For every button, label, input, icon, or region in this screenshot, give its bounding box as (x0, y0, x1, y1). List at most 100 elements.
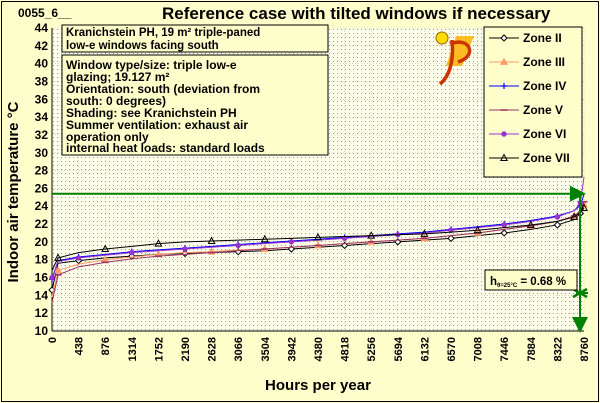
legend-label: Zone IV (523, 79, 566, 93)
y-tick-label: 14 (35, 288, 49, 302)
legend: Zone II Zone III Zone IV Zone V Zone VI Zone … (483, 26, 583, 178)
series-point (394, 238, 402, 246)
info-detail-line: glazing; 19.127 m² (66, 70, 169, 84)
y-tick-label: 12 (35, 306, 49, 320)
x-tick-label: 7008 (473, 337, 485, 361)
x-tick-label: 3504 (260, 336, 272, 361)
legend-marker (500, 34, 508, 42)
x-tick-label: 8760 (579, 337, 591, 361)
x-tick-label: 6132 (419, 337, 431, 361)
series-point (260, 234, 269, 243)
y-tick-label: 20 (35, 235, 49, 249)
legend-label: Zone III (523, 55, 565, 69)
info-title-line: Kranichstein PH, 19 m² triple-paned (66, 27, 260, 39)
y-tick-label: 22 (35, 217, 49, 231)
x-tick-label: 4818 (340, 337, 352, 361)
series-point (579, 203, 589, 212)
x-tick-label: 1752 (153, 337, 165, 361)
info-detail-line: Window type/size: triple low-e (66, 58, 237, 72)
legend-entry: Zone VI (489, 127, 566, 141)
legend-entry: Zone II (489, 31, 562, 45)
legend-entry: Zone VII (489, 151, 570, 165)
series-point (54, 266, 62, 274)
x-axis-label: Hours per year (265, 377, 371, 394)
legend-entry: Zone V (489, 103, 563, 117)
y-tick-label: 30 (35, 146, 49, 160)
x-tick-label: 7884 (526, 336, 538, 361)
legend-marker (501, 131, 507, 137)
y-tick-label: 16 (35, 271, 49, 285)
x-tick-label: 8322 (552, 337, 564, 361)
y-tick-label: 28 (35, 164, 49, 178)
info-detail-line: internal heat loads: standard loads (66, 141, 265, 155)
exceedance-annotation: hθ=25°C = 0.68 % (484, 269, 578, 291)
series-point (500, 229, 508, 237)
chart-title: Reference case with tilted windows if ne… (162, 4, 551, 23)
legend-marker (500, 57, 508, 65)
x-tick-label: 438 (74, 337, 86, 355)
legend-label: Zone VI (523, 127, 566, 141)
y-tick-label: 40 (35, 57, 49, 71)
series-point (101, 244, 110, 253)
series-point (313, 232, 323, 241)
series-line (51, 206, 585, 291)
y-tick-label: 44 (35, 21, 49, 35)
series-point (501, 222, 507, 228)
series-point (129, 249, 135, 256)
x-tick-label: 6570 (446, 337, 458, 361)
y-tick-label: 34 (35, 110, 49, 124)
annotation-h: h (490, 276, 497, 288)
series-point (75, 255, 82, 261)
series-point (182, 246, 188, 252)
annotation-value: = 0.68 % (517, 276, 566, 288)
x-tick-label: 3066 (233, 337, 245, 361)
series-point (570, 212, 579, 220)
y-tick-label: 18 (35, 253, 49, 267)
series-line (51, 201, 585, 303)
series-point (340, 241, 349, 250)
y-tick-label: 36 (35, 92, 49, 106)
legend-label: Zone V (523, 103, 563, 117)
legend-label: Zone II (523, 31, 562, 45)
info-detail-line: Orientation: south (deviation from (66, 82, 260, 96)
legend-entry: Zone IV (489, 79, 566, 93)
series-point (554, 214, 561, 220)
x-tick-label: 2190 (180, 337, 192, 361)
series-point (288, 239, 295, 245)
info-detail-line: operation only (66, 130, 149, 144)
series-point (235, 242, 241, 249)
legend-label: Zone VII (523, 151, 570, 165)
series-line (51, 207, 585, 271)
y-axis-label: Indoor air temperature °C (5, 101, 22, 282)
info-detail-line: Summer ventilation: exhaust air (66, 118, 248, 132)
info-box-title: Kranichstein PH, 19 m² triple-paned low-… (61, 24, 329, 53)
x-tick-label: 5256 (366, 337, 378, 361)
series-point (207, 236, 216, 244)
series-point (367, 231, 376, 239)
series-point (49, 274, 55, 281)
series-zone-vii (51, 203, 589, 271)
x-tick-label: 876 (100, 337, 112, 355)
info-detail-line: south: 0 degrees) (66, 94, 166, 108)
annotation-subscript: θ=25°C (497, 283, 518, 289)
legend-marker (499, 153, 509, 161)
y-tick-label: 24 (35, 199, 49, 213)
svg-text:hθ=25°C = 0.68 %: hθ=25°C = 0.68 % (490, 276, 566, 289)
info-title-line: low-e windows facing south (66, 40, 219, 52)
series-point (526, 220, 535, 228)
chart-code: 0055_6__ (18, 6, 72, 20)
x-tick-label: 4380 (313, 337, 325, 361)
x-tick-label: 3942 (286, 337, 298, 361)
series-point (154, 239, 163, 247)
series-line (51, 194, 585, 280)
legend-entry: Zone III (489, 55, 565, 69)
x-tick-label: 2628 (207, 337, 219, 361)
y-tick-label: 10 (35, 324, 49, 338)
logo-icon (435, 31, 474, 86)
series-line (51, 176, 585, 278)
x-tick-label: 1314 (127, 336, 139, 361)
series-point (420, 229, 429, 237)
series-point (447, 234, 455, 243)
x-tick-label: 7446 (499, 337, 511, 361)
